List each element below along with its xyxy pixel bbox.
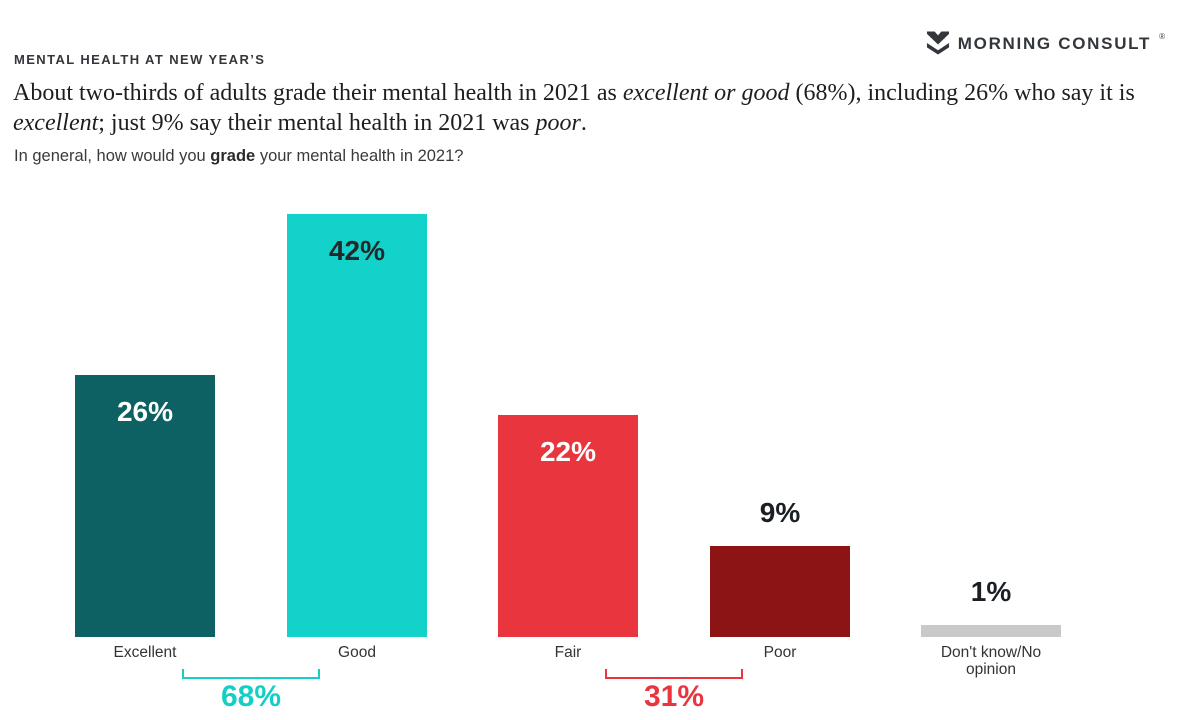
question-prefix: In general, how would you xyxy=(14,147,211,165)
headline-segment: (68%), including 26% who say it is xyxy=(789,80,1135,106)
category-label-good: Good xyxy=(338,644,376,661)
value-label-don-t-know-no-opinion: 1% xyxy=(970,576,1012,607)
bar-poor xyxy=(710,546,850,637)
bar-don-t-know-no-opinion xyxy=(921,625,1061,637)
category-label-poor: Poor xyxy=(763,644,797,661)
morning-consult-logo: MORNING CONSULT ® xyxy=(926,31,1165,56)
kicker: MENTAL HEALTH AT NEW YEAR’S xyxy=(14,52,266,67)
question-bold-word: grade xyxy=(210,147,256,165)
chart-headline: About two-thirds of adults grade their m… xyxy=(13,78,1185,138)
bar-excellent xyxy=(75,375,215,637)
value-label-fair: 22% xyxy=(539,436,597,467)
headline-italic-segment: excellent or good xyxy=(622,80,790,106)
group-bracket-excellent-good xyxy=(182,669,320,679)
category-label-don-t-know-no-opinion: Don't know/No opinion xyxy=(940,644,1042,678)
headline-segment: . xyxy=(580,110,587,136)
value-label-excellent: 26% xyxy=(116,396,174,427)
group-bracket-fair-poor xyxy=(605,669,743,679)
category-label-excellent: Excellent xyxy=(113,644,177,661)
group-value-fair-poor: 31% xyxy=(643,680,705,713)
registered-trademark-mark: ® xyxy=(1159,32,1165,41)
group-value-excellent-good: 68% xyxy=(220,680,282,713)
morning-consult-m-icon xyxy=(926,31,950,55)
value-label-poor: 9% xyxy=(759,497,801,528)
question-suffix: your mental health in 2021? xyxy=(255,147,464,165)
headline-italic-segment: poor xyxy=(535,110,581,136)
headline-segment: ; just 9% say their mental health in 202… xyxy=(98,110,536,136)
survey-question: In general, how would you grade your men… xyxy=(14,147,463,166)
category-label-fair: Fair xyxy=(554,644,582,661)
logo-text: MORNING CONSULT xyxy=(957,34,1152,53)
value-label-good: 42% xyxy=(328,235,386,266)
bar-fair xyxy=(498,415,638,637)
bar-good xyxy=(287,214,427,637)
headline-segment: About two-thirds of adults grade their m… xyxy=(13,80,623,106)
headline-italic-segment: excellent xyxy=(13,110,99,136)
